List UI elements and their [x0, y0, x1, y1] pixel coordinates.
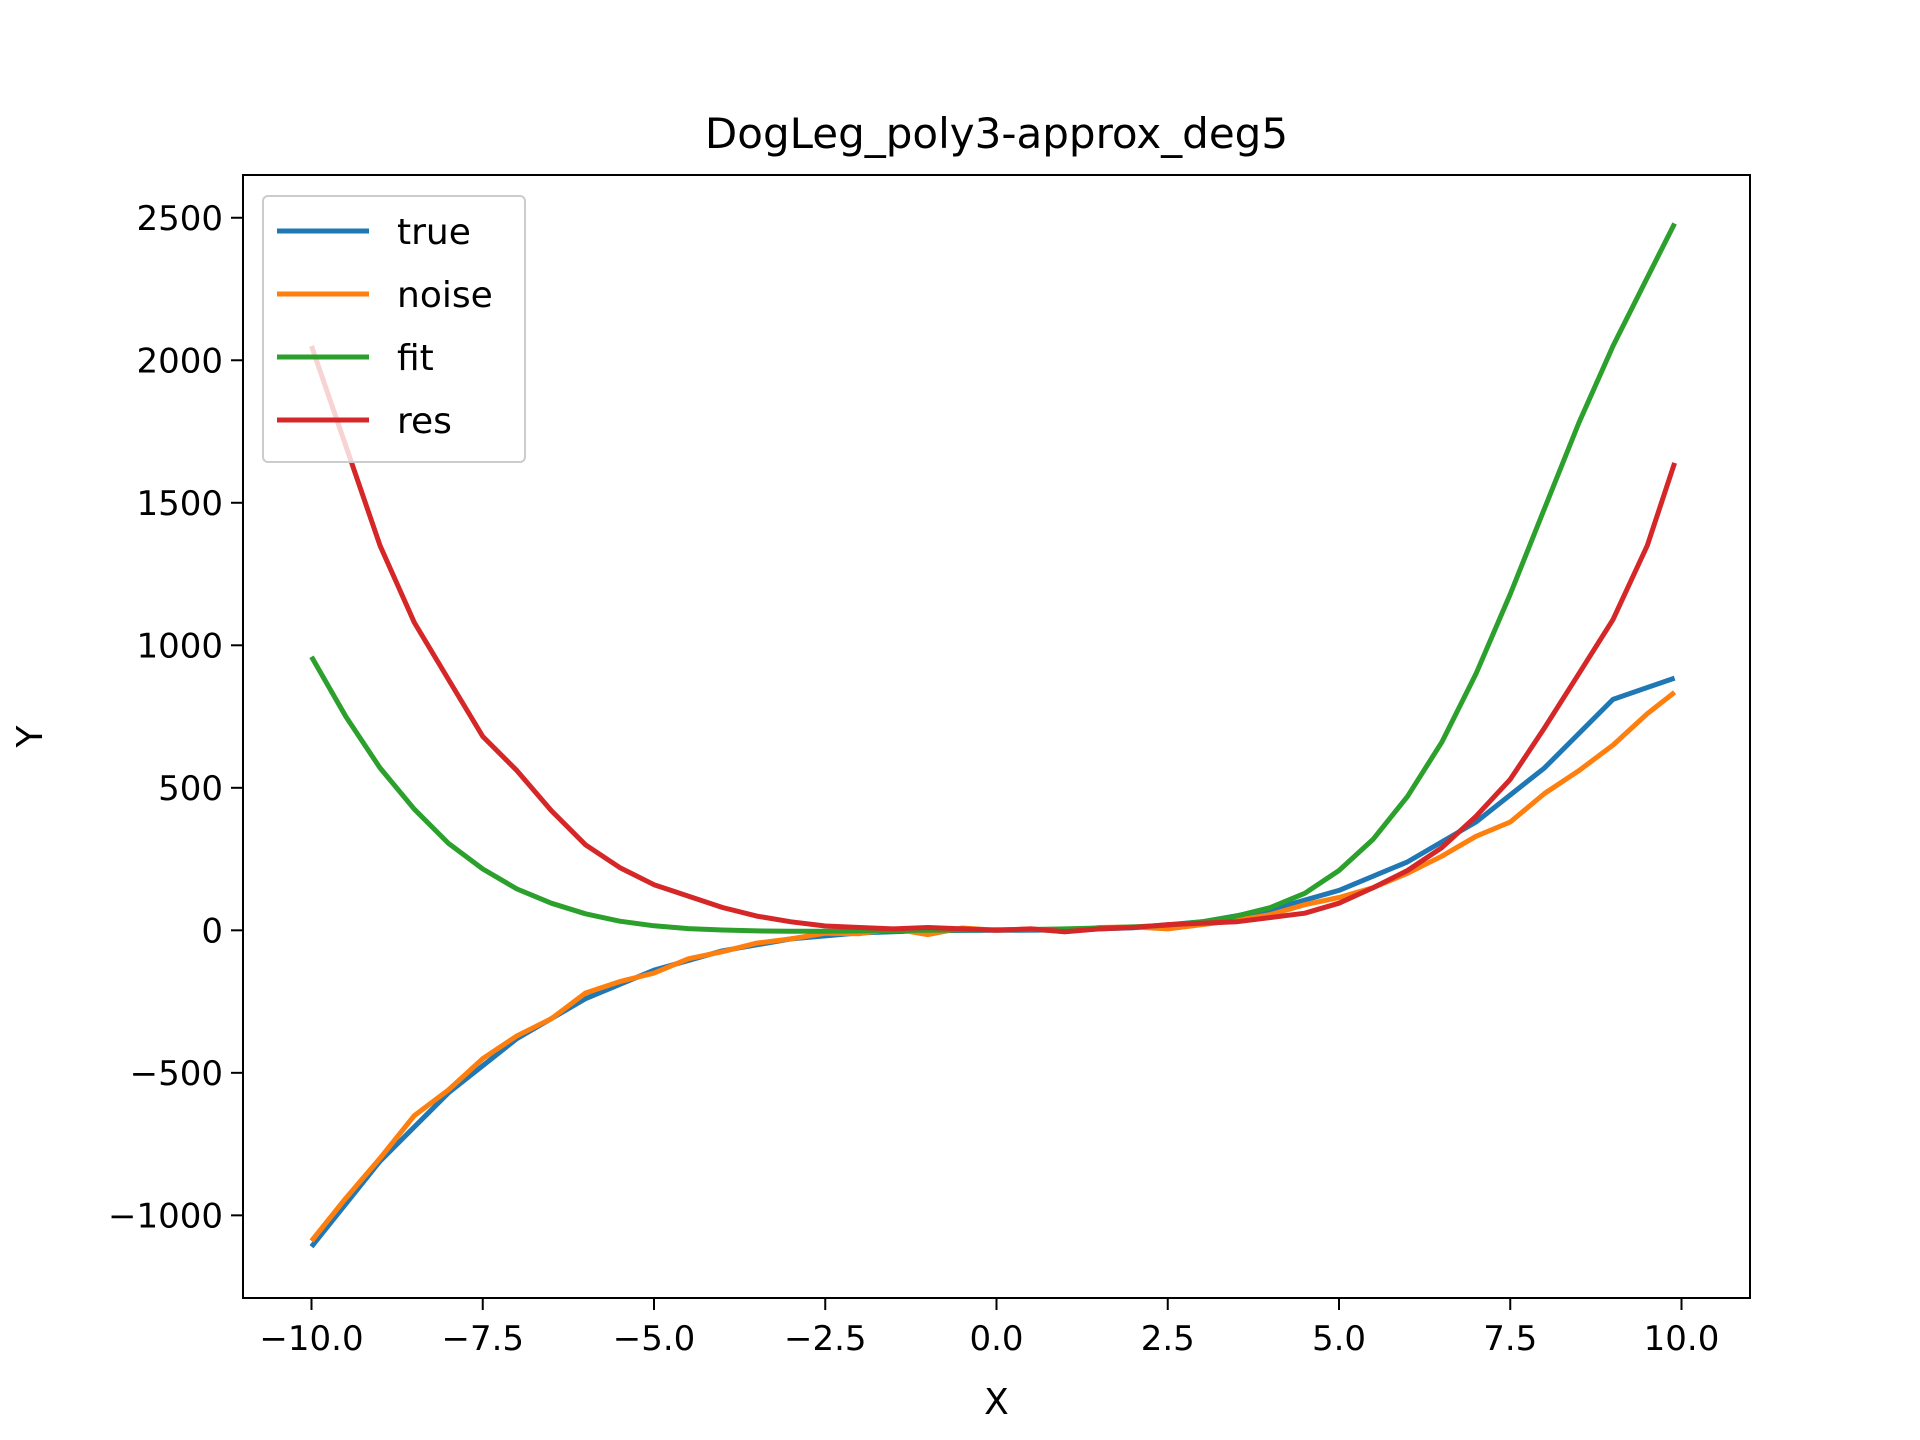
- x-tick-label: −10.0: [259, 1319, 363, 1359]
- legend-box: [262, 195, 526, 463]
- x-tick-label: 2.5: [1141, 1319, 1195, 1359]
- y-tick-label: 2000: [136, 341, 223, 381]
- x-tick-label: −2.5: [784, 1319, 867, 1359]
- x-tick-label: 5.0: [1312, 1319, 1366, 1359]
- x-tick-label: 10.0: [1644, 1319, 1720, 1359]
- y-tick-label: 500: [158, 769, 223, 809]
- chart-title: DogLeg_poly3-approx_deg5: [705, 109, 1288, 158]
- x-tick-label: −7.5: [441, 1319, 524, 1359]
- y-tick-label: 1000: [136, 626, 223, 666]
- y-tick-label: −1000: [108, 1196, 223, 1236]
- legend: true noise fit res: [262, 195, 526, 463]
- y-tick-label: 2500: [136, 199, 223, 239]
- legend-label-fit: fit: [397, 338, 434, 379]
- legend-label-res: res: [397, 401, 452, 442]
- y-axis: −1000 −500 0 500 1000 1500 2000 2500: [108, 199, 243, 1236]
- x-tick-label: 7.5: [1483, 1319, 1537, 1359]
- y-axis-title: Y: [10, 725, 51, 749]
- y-tick-label: −500: [130, 1054, 223, 1094]
- x-axis: −10.0 −7.5 −5.0 −2.5 0.0 2.5 5.0 7.5 10.0: [259, 1298, 1719, 1359]
- x-tick-label: −5.0: [613, 1319, 696, 1359]
- legend-label-true: true: [397, 212, 471, 253]
- y-tick-label: 0: [201, 911, 223, 951]
- y-tick-label: 1500: [136, 484, 223, 524]
- series-line-res: [309, 345, 1677, 935]
- x-tick-label: 0.0: [969, 1319, 1023, 1359]
- legend-label-noise: noise: [397, 275, 493, 316]
- x-axis-title: X: [984, 1382, 1009, 1423]
